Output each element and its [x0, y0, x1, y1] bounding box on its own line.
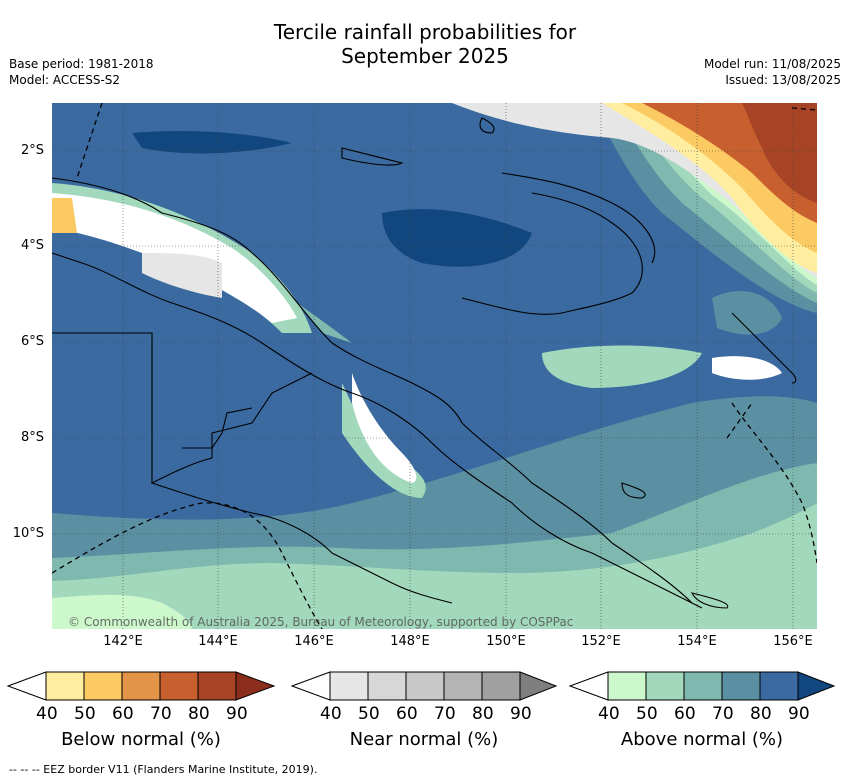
below-tick-50: 50	[74, 704, 96, 724]
below-tick-70: 70	[150, 704, 172, 724]
near-tick-40: 40	[320, 704, 342, 724]
below-tick-90: 90	[226, 704, 248, 724]
colorbar-below-title: Below normal (%)	[61, 729, 221, 750]
lon-label-144e: 144°E	[198, 634, 238, 649]
above-50-south	[52, 503, 817, 629]
lat-label-4s: 4°S	[20, 238, 44, 253]
lat-label-8s: 8°S	[20, 430, 44, 445]
colorbar-near-title: Near normal (%)	[349, 729, 499, 750]
above-tick-80: 80	[750, 704, 772, 724]
model-info: Base period: 1981-2018 Model: ACCESS-S2	[9, 56, 154, 88]
low-signal-central	[352, 373, 417, 483]
eez-borders	[52, 103, 817, 629]
issued-date: Issued: 13/08/2025	[725, 73, 841, 87]
colorbar-above	[568, 671, 836, 701]
coastlines	[52, 117, 797, 609]
lon-label-156e: 156°E	[773, 634, 813, 649]
below-50-west	[52, 198, 77, 233]
below-tick-40: 40	[36, 704, 58, 724]
eez-footnote: -- -- -- EEZ border V11 (Flanders Marine…	[9, 763, 318, 776]
lon-label-152e: 152°E	[581, 634, 621, 649]
near-tick-60: 60	[396, 704, 418, 724]
colorbar-below	[6, 671, 276, 701]
above-50-east	[542, 345, 702, 388]
map-credit: © Commonwealth of Australia 2025, Bureau…	[68, 615, 573, 629]
near-tick-50: 50	[358, 704, 380, 724]
above-tick-50: 50	[636, 704, 658, 724]
model-name: Model: ACCESS-S2	[9, 73, 121, 87]
above-40-south	[52, 594, 192, 629]
map-title: Tercile rainfall probabilities for Septe…	[0, 20, 850, 68]
map-gridlines	[52, 103, 817, 629]
above-90-north	[132, 131, 292, 154]
near-tick-80: 80	[472, 704, 494, 724]
lon-label-154e: 154°E	[677, 634, 717, 649]
below-tick-80: 80	[188, 704, 210, 724]
above-tick-60: 60	[674, 704, 696, 724]
colorbar-near	[290, 671, 558, 701]
above-70-east	[712, 290, 782, 335]
above-tick-70: 70	[712, 704, 734, 724]
model-run-date: Model run: 11/08/2025	[703, 57, 841, 71]
lat-label-6s: 6°S	[20, 334, 44, 349]
colorbar-above-title: Above normal (%)	[620, 729, 784, 750]
near-tick-90: 90	[510, 704, 532, 724]
lon-label-150e: 150°E	[486, 634, 526, 649]
lon-label-148e: 148°E	[390, 634, 430, 649]
near-tick-70: 70	[434, 704, 456, 724]
title-line-1: Tercile rainfall probabilities for	[273, 20, 577, 44]
below-80-ne	[742, 103, 817, 203]
forecast-map: © Commonwealth of Australia 2025, Bureau…	[52, 103, 817, 629]
colorbar-ticks: 40 50 60 70 80 90 40 50 60 70 80 90 40 5…	[0, 704, 850, 726]
below-tick-60: 60	[112, 704, 134, 724]
run-info: Model run: 11/08/2025 Issued: 13/08/2025	[704, 56, 841, 88]
lon-label-142e: 142°E	[103, 634, 143, 649]
base-period: Base period: 1981-2018	[9, 57, 154, 71]
above-tick-90: 90	[788, 704, 810, 724]
title-line-2: September 2025	[341, 44, 509, 68]
above-90-central	[382, 209, 532, 267]
lat-label-2s: 2°S	[20, 143, 44, 158]
above-tick-40: 40	[598, 704, 620, 724]
near-40-west	[142, 253, 222, 298]
colorbars	[6, 671, 836, 701]
lon-label-146e: 146°E	[294, 634, 334, 649]
low-signal-east	[712, 356, 782, 380]
lat-label-10s: 10°S	[12, 526, 44, 541]
map-canvas: © Commonwealth of Australia 2025, Bureau…	[52, 103, 817, 629]
